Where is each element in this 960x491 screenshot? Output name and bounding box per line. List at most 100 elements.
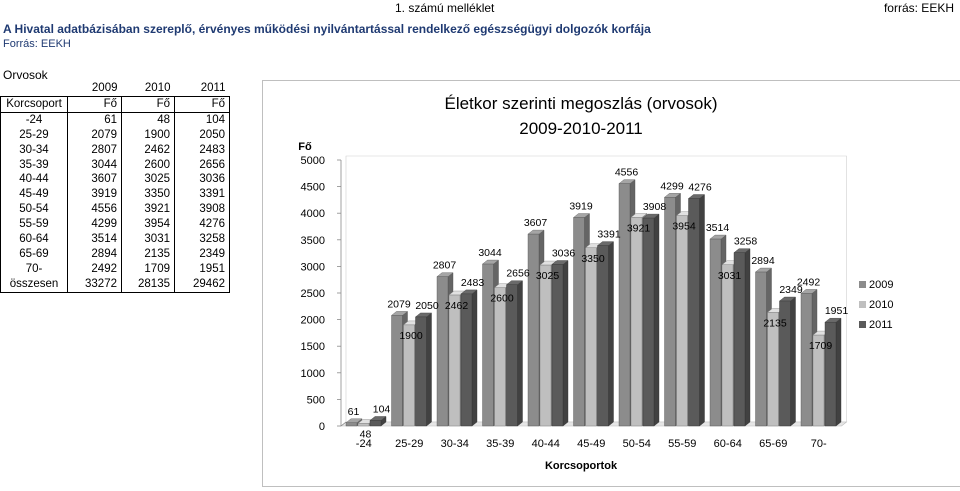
table-row: 30-34 2807 2462 2483 bbox=[0, 142, 230, 158]
bar-2011 bbox=[369, 420, 382, 427]
bar-2009 bbox=[527, 233, 540, 427]
bar-2011 bbox=[642, 217, 655, 427]
table-cell: 33272 bbox=[67, 276, 122, 293]
y-tick-label: 4000 bbox=[301, 208, 325, 220]
bar-2009 bbox=[800, 293, 813, 427]
table-cell: 3031 bbox=[121, 232, 175, 247]
data-label: 1951 bbox=[825, 305, 849, 317]
bar-2009 bbox=[709, 238, 722, 427]
y-tick-label: 0 bbox=[319, 421, 325, 433]
table-years-row: 2009 2010 2011 bbox=[1, 81, 230, 96]
bar-2010 bbox=[585, 247, 597, 427]
table-cell: 2079 bbox=[67, 127, 122, 143]
axis-corner bbox=[340, 421, 347, 427]
bar-2011 bbox=[824, 322, 837, 427]
table-cell: 2483 bbox=[174, 142, 230, 158]
table-row: 55-59 4299 3954 4276 bbox=[0, 217, 230, 233]
table-cell: 28135 bbox=[121, 276, 175, 293]
chart-subtitle: 2009-2010-2011 bbox=[519, 119, 643, 138]
table-cell: 2807 bbox=[67, 142, 122, 158]
table-cell: 2656 bbox=[174, 157, 230, 173]
x-tick-label: 50-54 bbox=[623, 438, 651, 450]
table-cell: 4276 bbox=[174, 217, 230, 233]
bar-2010 bbox=[357, 423, 370, 427]
annex-label: 1. számú melléklet bbox=[395, 1, 495, 15]
bar-side bbox=[426, 312, 432, 427]
x-tick-label: -24 bbox=[356, 438, 372, 450]
table-cell: -24 bbox=[0, 112, 68, 128]
year-cell: 2010 bbox=[144, 82, 171, 94]
year-cell: 2011 bbox=[200, 82, 226, 94]
table-cell: 2135 bbox=[121, 246, 175, 262]
table-cell: 3025 bbox=[121, 172, 175, 188]
table-cell: 3044 bbox=[67, 157, 122, 173]
source-left: Forrás: EEKH bbox=[3, 38, 71, 50]
table-cell: 3919 bbox=[67, 187, 122, 203]
table-cell: 2349 bbox=[174, 246, 230, 262]
table-cell: 3350 bbox=[121, 187, 175, 203]
data-label: 2656 bbox=[506, 268, 530, 280]
data-label: 3044 bbox=[478, 247, 502, 259]
bar-2009 bbox=[482, 263, 494, 427]
x-axis-label: Korcsoportok bbox=[545, 460, 618, 472]
data-label: 3350 bbox=[581, 253, 605, 265]
bar-side bbox=[517, 280, 523, 427]
bar-2009 bbox=[391, 315, 403, 427]
data-label: 3031 bbox=[718, 270, 742, 282]
table-cell: 3908 bbox=[174, 202, 230, 218]
bar-2011 bbox=[506, 284, 518, 427]
bar-2010 bbox=[403, 324, 415, 427]
y-tick-label: 4500 bbox=[301, 182, 325, 194]
y-tick-label: 2500 bbox=[301, 288, 325, 300]
data-label: 2079 bbox=[387, 298, 411, 310]
table-cell: 65-69 bbox=[0, 246, 68, 262]
data-label: 2894 bbox=[751, 255, 775, 267]
data-label: 4299 bbox=[660, 180, 684, 192]
table-cell: 1951 bbox=[174, 261, 230, 277]
y-tick-label: 2000 bbox=[301, 315, 325, 327]
data-label: 3921 bbox=[627, 222, 651, 234]
bar-side bbox=[699, 194, 705, 427]
x-tick-label: 70- bbox=[811, 438, 827, 450]
source-right: forrás: EEKH bbox=[883, 1, 954, 15]
header-cell: Fő bbox=[67, 95, 122, 113]
data-label: 2483 bbox=[461, 277, 485, 289]
table-row: 35-39 3044 2600 2656 bbox=[0, 157, 230, 173]
table-cell: 50-54 bbox=[0, 202, 68, 218]
data-table: 2009 2010 2011 Korcsoport Fő Fő Fő -24 61 48 104 25… bbox=[0, 81, 230, 293]
legend-label-2010: 2010 bbox=[869, 299, 893, 311]
bar-2009 bbox=[345, 422, 358, 427]
table-header-row: Korcsoport Fő Fő Fő bbox=[0, 95, 230, 113]
chart-title: Életkor szerinti megoszlás (orvosok) bbox=[444, 94, 717, 113]
data-label: 2349 bbox=[779, 284, 803, 296]
legend-label-2011: 2011 bbox=[869, 319, 893, 331]
table-row: összesen 33272 28135 29462 bbox=[0, 276, 230, 293]
chart-frame: Életkor szerinti megoszlás (orvosok) 2009… bbox=[262, 80, 960, 487]
header-cell: Korcsoport bbox=[0, 95, 68, 113]
table-cell: 3036 bbox=[174, 172, 230, 188]
table-cell: 2492 bbox=[67, 261, 122, 277]
table-cell: 70- bbox=[0, 261, 68, 277]
data-label: 4556 bbox=[615, 167, 639, 179]
page-title: A Hivatal adatbázisában szereplő, érvény… bbox=[3, 22, 651, 36]
data-label: 3954 bbox=[672, 221, 696, 233]
bar-side bbox=[744, 248, 751, 427]
data-label: 48 bbox=[360, 428, 372, 440]
x-tick-label: 25-29 bbox=[395, 438, 423, 450]
x-tick-label: 40-44 bbox=[532, 438, 560, 450]
bar-2011 bbox=[779, 300, 791, 427]
header-cell: Fő bbox=[121, 95, 175, 113]
bar-2011 bbox=[597, 245, 609, 427]
bar-2010 bbox=[630, 217, 643, 427]
table-cell: 3391 bbox=[174, 187, 230, 203]
table-row: 60-64 3514 3031 3258 bbox=[0, 232, 230, 247]
y-tick-label: 3000 bbox=[301, 261, 325, 273]
legend-swatch-2010 bbox=[859, 301, 866, 308]
bar-2010 bbox=[448, 294, 461, 427]
table-cell: 2462 bbox=[121, 142, 175, 158]
x-tick-label: 55-59 bbox=[668, 438, 696, 450]
table-row: 45-49 3919 3350 3391 bbox=[0, 187, 230, 203]
table-row: -24 61 48 104 bbox=[0, 112, 230, 128]
bar-side bbox=[790, 296, 796, 427]
table-cell: 3921 bbox=[121, 202, 175, 218]
